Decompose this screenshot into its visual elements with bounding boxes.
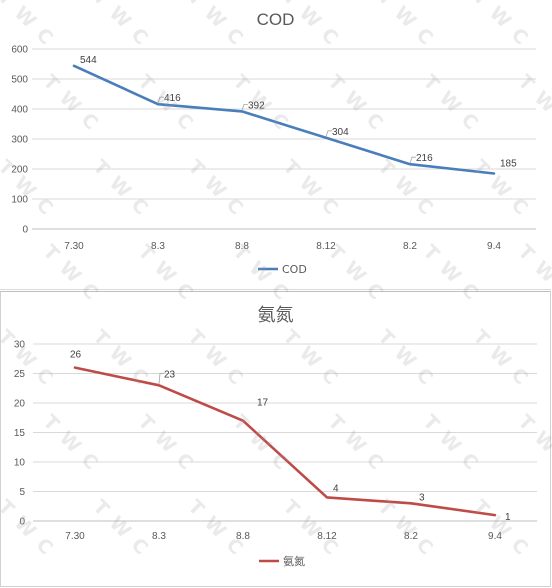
x-tick-label: 8.8 xyxy=(236,531,250,542)
y-tick-label: 500 xyxy=(11,75,28,86)
cod-chart-panel: COD 0 100 200 300 400 500 600 7.30 8.3 8.8 8.12 8.2… xyxy=(0,0,551,290)
y-tick-label: 400 xyxy=(11,105,28,116)
cod-chart-plot: 0 100 200 300 400 500 600 7.30 8.3 8.8 8.12 8.2 9.4 5… xyxy=(11,45,536,276)
data-label: 23 xyxy=(164,369,176,380)
data-label: 216 xyxy=(416,153,433,164)
x-tick-label: 8.12 xyxy=(316,241,336,252)
ammonia-chart-plot: 0 5 10 15 20 25 30 7.30 8.3 8.8 8.12 8.2 9.4 26 23 17 4 3… xyxy=(14,340,537,568)
y-tick-label: 300 xyxy=(11,135,28,146)
y-tick-label: 200 xyxy=(11,165,28,176)
x-tick-label: 7.30 xyxy=(65,531,85,542)
x-tick-label: 8.2 xyxy=(404,531,418,542)
label-leader-line xyxy=(158,372,164,385)
label-leader-line xyxy=(409,156,416,164)
series-line xyxy=(73,366,497,517)
data-label: 392 xyxy=(248,100,265,111)
label-leader-line xyxy=(157,96,164,104)
x-tick-label: 7.30 xyxy=(64,241,84,252)
data-label: 3 xyxy=(419,492,425,503)
series-line xyxy=(72,64,496,175)
y-tick-label: 15 xyxy=(14,428,26,439)
data-label: 304 xyxy=(332,127,349,138)
legend-label: COD xyxy=(282,263,307,276)
x-tick-label: 8.3 xyxy=(152,531,166,542)
y-tick-label: 0 xyxy=(19,517,25,528)
ammonia-chart-panel: 氨氮 0 5 10 15 20 25 30 7.30 8.3 8.8 8.12 8.2 9.4 26 23 1… xyxy=(0,291,551,587)
chart-title: 氨氮 xyxy=(257,305,294,326)
x-tick-label: 9.4 xyxy=(488,531,502,542)
label-leader-line xyxy=(325,130,332,137)
data-label: 416 xyxy=(164,93,181,104)
y-tick-label: 10 xyxy=(14,458,26,469)
legend-label: 氨氮 xyxy=(283,554,305,568)
x-tick-label: 8.3 xyxy=(151,241,165,252)
y-tick-label: 20 xyxy=(14,399,26,410)
y-tick-label: 100 xyxy=(11,195,28,206)
x-tick-label: 8.2 xyxy=(403,241,417,252)
y-tick-label: 0 xyxy=(22,225,28,236)
data-label: 26 xyxy=(70,350,82,361)
chart-title: COD xyxy=(256,10,295,29)
x-tick-label: 8.8 xyxy=(235,241,249,252)
x-tick-label: 8.12 xyxy=(317,531,337,542)
label-leader-line xyxy=(241,104,248,111)
x-tick-label: 9.4 xyxy=(487,241,501,252)
y-tick-label: 25 xyxy=(14,369,26,380)
data-label: 4 xyxy=(333,483,339,494)
data-label: 544 xyxy=(80,55,97,66)
y-tick-label: 5 xyxy=(19,487,25,498)
y-tick-label: 30 xyxy=(14,340,26,351)
y-tick-label: 600 xyxy=(11,45,28,56)
data-label: 1 xyxy=(505,512,511,523)
data-label: 17 xyxy=(257,398,269,409)
data-label: 185 xyxy=(500,159,517,170)
